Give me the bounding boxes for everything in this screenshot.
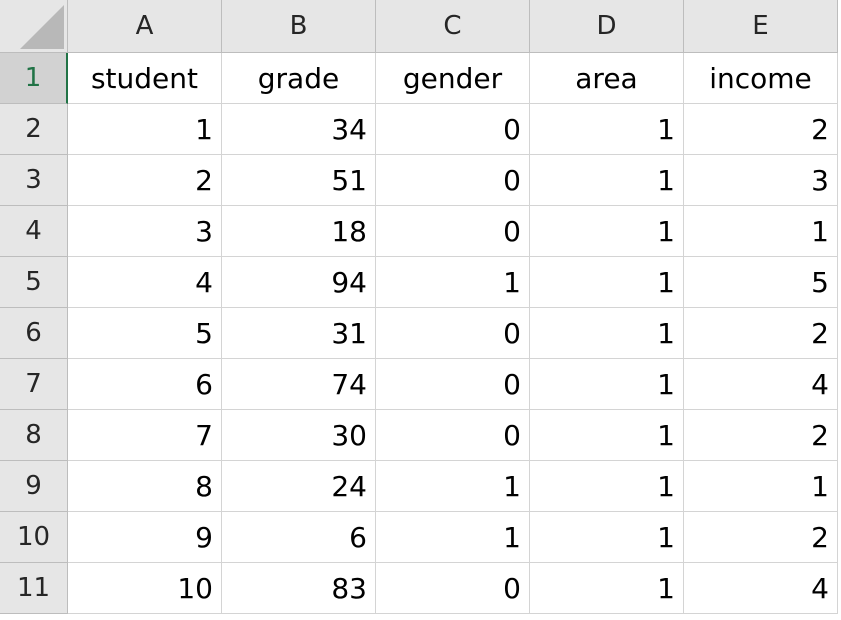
row-header-8[interactable]: 8	[0, 410, 68, 461]
cell-a8[interactable]: 7	[68, 410, 222, 461]
column-header-c[interactable]: C	[376, 0, 530, 53]
row-header-5[interactable]: 5	[0, 257, 68, 308]
cell-e6[interactable]: 2	[684, 308, 838, 359]
cell-d2[interactable]: 1	[530, 104, 684, 155]
cell-e1[interactable]: income	[684, 53, 838, 104]
cell-a4[interactable]: 3	[68, 206, 222, 257]
row-header-11[interactable]: 11	[0, 563, 68, 614]
cell-c11[interactable]: 0	[376, 563, 530, 614]
cell-d9[interactable]: 1	[530, 461, 684, 512]
cell-e8[interactable]: 2	[684, 410, 838, 461]
cell-c4[interactable]: 0	[376, 206, 530, 257]
cell-e10[interactable]: 2	[684, 512, 838, 563]
cell-d11[interactable]: 1	[530, 563, 684, 614]
cell-c5[interactable]: 1	[376, 257, 530, 308]
cell-b9[interactable]: 24	[222, 461, 376, 512]
cell-e5[interactable]: 5	[684, 257, 838, 308]
cell-d1[interactable]: area	[530, 53, 684, 104]
cell-b11[interactable]: 83	[222, 563, 376, 614]
cell-a2[interactable]: 1	[68, 104, 222, 155]
cell-a6[interactable]: 5	[68, 308, 222, 359]
column-header-b[interactable]: B	[222, 0, 376, 53]
cell-a9[interactable]: 8	[68, 461, 222, 512]
cell-d4[interactable]: 1	[530, 206, 684, 257]
cell-d10[interactable]: 1	[530, 512, 684, 563]
row-header-10[interactable]: 10	[0, 512, 68, 563]
select-all-triangle-icon	[20, 5, 64, 49]
cell-c6[interactable]: 0	[376, 308, 530, 359]
cell-b2[interactable]: 34	[222, 104, 376, 155]
cell-e7[interactable]: 4	[684, 359, 838, 410]
cell-b8[interactable]: 30	[222, 410, 376, 461]
cell-a3[interactable]: 2	[68, 155, 222, 206]
cell-c1[interactable]: gender	[376, 53, 530, 104]
cell-d3[interactable]: 1	[530, 155, 684, 206]
cell-c10[interactable]: 1	[376, 512, 530, 563]
cell-e9[interactable]: 1	[684, 461, 838, 512]
cell-e4[interactable]: 1	[684, 206, 838, 257]
cell-e3[interactable]: 3	[684, 155, 838, 206]
cell-c8[interactable]: 0	[376, 410, 530, 461]
row-header-1[interactable]: 1	[0, 53, 68, 104]
cell-d7[interactable]: 1	[530, 359, 684, 410]
row-header-2[interactable]: 2	[0, 104, 68, 155]
cell-b6[interactable]: 31	[222, 308, 376, 359]
cell-c9[interactable]: 1	[376, 461, 530, 512]
cell-c7[interactable]: 0	[376, 359, 530, 410]
cell-d6[interactable]: 1	[530, 308, 684, 359]
row-header-4[interactable]: 4	[0, 206, 68, 257]
cell-a10[interactable]: 9	[68, 512, 222, 563]
cell-a1[interactable]: student	[68, 53, 222, 104]
column-header-d[interactable]: D	[530, 0, 684, 53]
cell-e11[interactable]: 4	[684, 563, 838, 614]
cell-b4[interactable]: 18	[222, 206, 376, 257]
cell-d8[interactable]: 1	[530, 410, 684, 461]
cell-a11[interactable]: 10	[68, 563, 222, 614]
cell-b1[interactable]: grade	[222, 53, 376, 104]
cell-b5[interactable]: 94	[222, 257, 376, 308]
cell-c2[interactable]: 0	[376, 104, 530, 155]
column-header-e[interactable]: E	[684, 0, 838, 53]
cell-c3[interactable]: 0	[376, 155, 530, 206]
cell-e2[interactable]: 2	[684, 104, 838, 155]
cell-a7[interactable]: 6	[68, 359, 222, 410]
row-header-7[interactable]: 7	[0, 359, 68, 410]
cell-b3[interactable]: 51	[222, 155, 376, 206]
cell-b7[interactable]: 74	[222, 359, 376, 410]
row-header-6[interactable]: 6	[0, 308, 68, 359]
select-all-button[interactable]	[0, 0, 68, 53]
row-header-3[interactable]: 3	[0, 155, 68, 206]
cell-a5[interactable]: 4	[68, 257, 222, 308]
row-header-9[interactable]: 9	[0, 461, 68, 512]
cell-d5[interactable]: 1	[530, 257, 684, 308]
cell-b10[interactable]: 6	[222, 512, 376, 563]
column-header-a[interactable]: A	[68, 0, 222, 53]
